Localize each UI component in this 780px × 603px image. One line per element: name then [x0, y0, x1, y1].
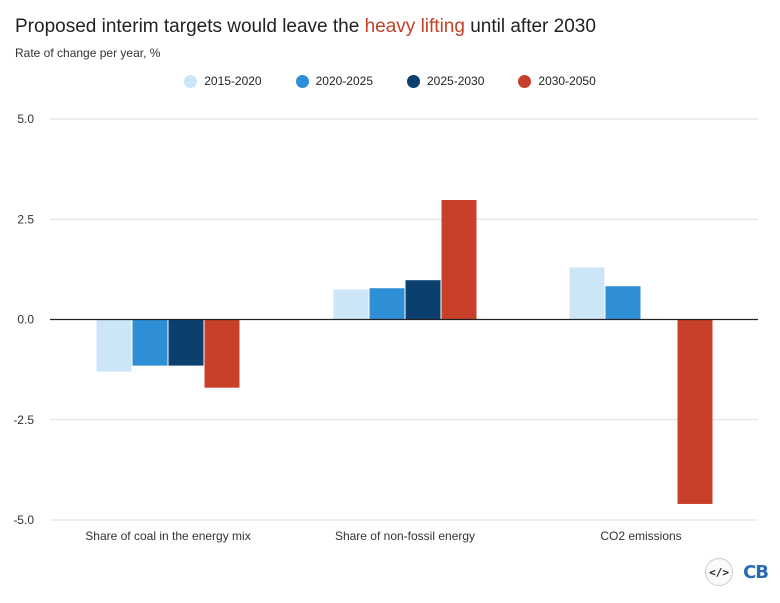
y-tick-label: 2.5: [17, 212, 34, 226]
bar-2020-2025-0[interactable]: [132, 319, 168, 366]
bar-2015-2020-2[interactable]: [569, 267, 605, 320]
y-tick-label: 0.0: [17, 313, 34, 327]
legend-swatch: [518, 74, 532, 88]
bar-2015-2020-1[interactable]: [333, 289, 369, 320]
bar-2030-2050-2[interactable]: [677, 319, 713, 504]
x-category-label: Share of non-fossil energy: [335, 529, 475, 543]
legend-item-2030-2050[interactable]: 2030-2050: [518, 74, 596, 88]
legend-label: 2025-2030: [427, 74, 485, 88]
title-text-start: Proposed interim targets would leave the: [15, 16, 365, 37]
y-tick-label: -2.5: [13, 413, 34, 427]
legend-label: 2030-2050: [538, 74, 596, 88]
bar-2020-2025-1[interactable]: [369, 288, 405, 320]
legend-swatch: [295, 74, 309, 88]
legend-item-2020-2025[interactable]: 2020-2025: [295, 74, 373, 88]
bar-2020-2025-2[interactable]: [605, 286, 641, 320]
y-tick-label: 5.0: [17, 112, 34, 126]
legend-label: 2020-2025: [315, 74, 373, 88]
bar-2025-2030-1[interactable]: [405, 280, 441, 320]
x-category-label: Share of coal in the energy mix: [85, 529, 250, 543]
x-category-label: CO2 emissions: [600, 529, 681, 543]
legend: 2015-2020 2020-2025 2025-2030 2030-2050: [0, 74, 780, 88]
legend-label: 2015-2020: [204, 74, 262, 88]
legend-swatch: [184, 74, 198, 88]
chart-title: Proposed interim targets would leave the…: [15, 16, 596, 38]
title-text-end: until after 2030: [464, 16, 596, 37]
bar-2030-2050-0[interactable]: [204, 319, 240, 388]
carbon-brief-logo: CB: [743, 561, 769, 583]
y-tick-label: -5.0: [13, 513, 34, 527]
embed-code-icon[interactable]: </>: [705, 558, 734, 586]
chart-subtitle: Rate of change per year, %: [15, 46, 161, 60]
bar-2015-2020-0[interactable]: [96, 319, 132, 372]
legend-item-2025-2030[interactable]: 2025-2030: [407, 74, 484, 88]
bar-2030-2050-1[interactable]: [441, 200, 477, 320]
legend-item-2015-2020[interactable]: 2015-2020: [184, 74, 262, 88]
title-highlight: heavy lifting: [364, 16, 465, 37]
footer-icons: </> CB: [705, 558, 769, 586]
legend-swatch: [407, 74, 420, 88]
bar-2025-2030-0[interactable]: [168, 319, 204, 366]
